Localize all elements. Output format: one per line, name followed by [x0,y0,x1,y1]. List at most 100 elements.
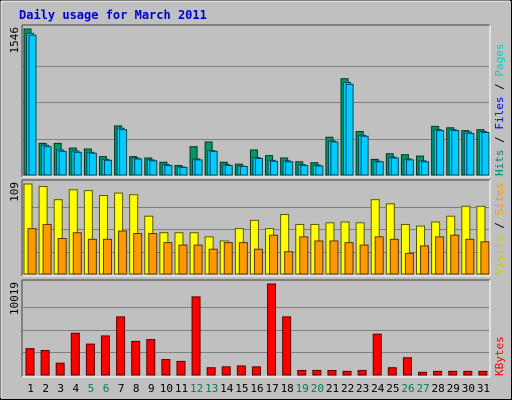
legend-entry: KBytes [493,336,506,376]
x-tick-label: 14 [220,382,234,395]
bar-sites-day-13 [208,248,218,275]
bar-sites-day-22 [344,242,354,275]
bar-sites-day-23 [359,244,369,275]
bar-kbytes-day-4 [70,332,80,376]
bar-pages-day-14 [224,165,233,176]
panel-hits_files_pages: 1546 Hits / Files / Pages [8,24,506,178]
bar-sites-day-21 [329,240,339,275]
bar-kbytes-day-9 [146,339,156,376]
bar-pages-day-4 [73,151,82,176]
bar-sites-day-4 [72,232,82,275]
bar-kbytes-day-29 [448,370,458,376]
bar-pages-day-29 [451,130,460,176]
bar-sites-day-26 [404,252,414,275]
bar-sites-day-1 [27,228,37,275]
bar-pages-day-10 [164,165,173,176]
bar-sites-day-27 [420,245,430,275]
bar-sites-day-20 [314,240,324,275]
bar-pages-day-17 [270,160,279,176]
x-tick-label: 11 [175,382,188,395]
panel-kbytes: 10019 KBytes [8,279,506,378]
bar-pages-day-23 [360,135,369,176]
bar-pages-day-19 [300,165,309,176]
bar-kbytes-day-16 [251,366,261,376]
panel-legend: Visits / Sites [493,182,506,275]
bar-sites-day-30 [465,238,475,275]
bar-pages-day-7 [119,129,128,176]
chart-panels: 1546 Hits / Files / Pages 109 Visits / Site… [8,24,506,378]
legend-entry: / [493,215,506,235]
x-tick-label: 22 [341,382,354,395]
x-tick-label: 23 [356,382,369,395]
bar-sites-day-8 [133,233,143,275]
bar-kbytes-day-24 [372,333,382,376]
x-tick-label: 26 [401,382,414,395]
bar-kbytes-day-21 [327,369,337,376]
bar-kbytes-day-7 [116,316,126,376]
x-tick-label: 9 [148,382,155,395]
bar-sites-day-31 [480,241,490,275]
bar-pages-day-28 [436,130,445,176]
legend-entry: / [493,77,506,97]
bar-pages-day-26 [405,159,414,176]
x-tick-label: 17 [265,382,278,395]
bar-sites-day-2 [42,223,52,275]
bar-sites-day-24 [374,236,384,275]
bar-sites-day-19 [299,236,309,275]
bar-kbytes-day-30 [463,370,473,376]
bar-kbytes-day-6 [100,335,110,376]
bar-sites-day-12 [193,244,203,275]
bar-pages-day-21 [330,141,339,176]
bar-kbytes-day-17 [267,283,277,376]
legend-entry: Pages [493,44,506,77]
bar-kbytes-day-25 [387,367,397,376]
x-tick-label: 25 [386,382,399,395]
bar-sites-day-14 [223,242,233,275]
panel-legend: Hits / Files / Pages [493,44,506,177]
panel-legend: KBytes [493,336,506,376]
bar-kbytes-day-26 [402,357,412,376]
x-tick-label: 20 [311,382,324,395]
bar-kbytes-day-8 [131,340,141,376]
bar-kbytes-day-22 [342,370,352,376]
bar-pages-day-15 [239,166,248,176]
legend-entry: Sites [493,182,506,215]
bar-sites-day-28 [435,236,445,275]
bar-pages-day-12 [194,159,203,176]
x-tick-label: 7 [118,382,125,395]
bar-kbytes-day-11 [176,360,186,376]
bar-kbytes-day-27 [418,371,428,376]
y-max-label: 1546 [8,27,21,54]
bar-pages-day-30 [466,132,475,176]
x-tick-label: 29 [447,382,460,395]
x-tick-label: 4 [73,382,80,395]
bar-pages-day-9 [149,160,158,176]
bar-sites-day-16 [253,248,263,275]
bar-sites-day-3 [57,237,67,275]
x-tick-label: 30 [462,382,475,395]
bar-pages-day-5 [88,152,97,176]
x-tick-label: 2 [42,382,49,395]
bar-kbytes-day-15 [236,365,246,376]
x-tick-label: 18 [281,382,294,395]
x-tick-label: 1 [27,382,34,395]
bar-kbytes-day-28 [433,370,443,376]
x-tick-label: 13 [205,382,218,395]
y-max-label: 109 [8,182,21,202]
x-tick-label: 21 [326,382,339,395]
x-tick-label: 12 [190,382,203,395]
bar-sites-day-15 [238,242,248,275]
bar-pages-day-11 [179,166,188,176]
bar-pages-day-16 [254,157,263,176]
bar-pages-day-8 [134,158,143,176]
bar-pages-day-24 [375,161,384,176]
bar-pages-day-13 [209,150,218,176]
panel-visits_sites: 109 Visits / Sites [8,179,506,277]
legend-entry: / [493,130,506,150]
bar-kbytes-day-23 [357,369,367,376]
bar-pages-day-2 [43,146,52,176]
x-tick-label: 8 [133,382,140,395]
bar-kbytes-day-1 [25,348,35,376]
x-tick-label: 27 [416,382,429,395]
